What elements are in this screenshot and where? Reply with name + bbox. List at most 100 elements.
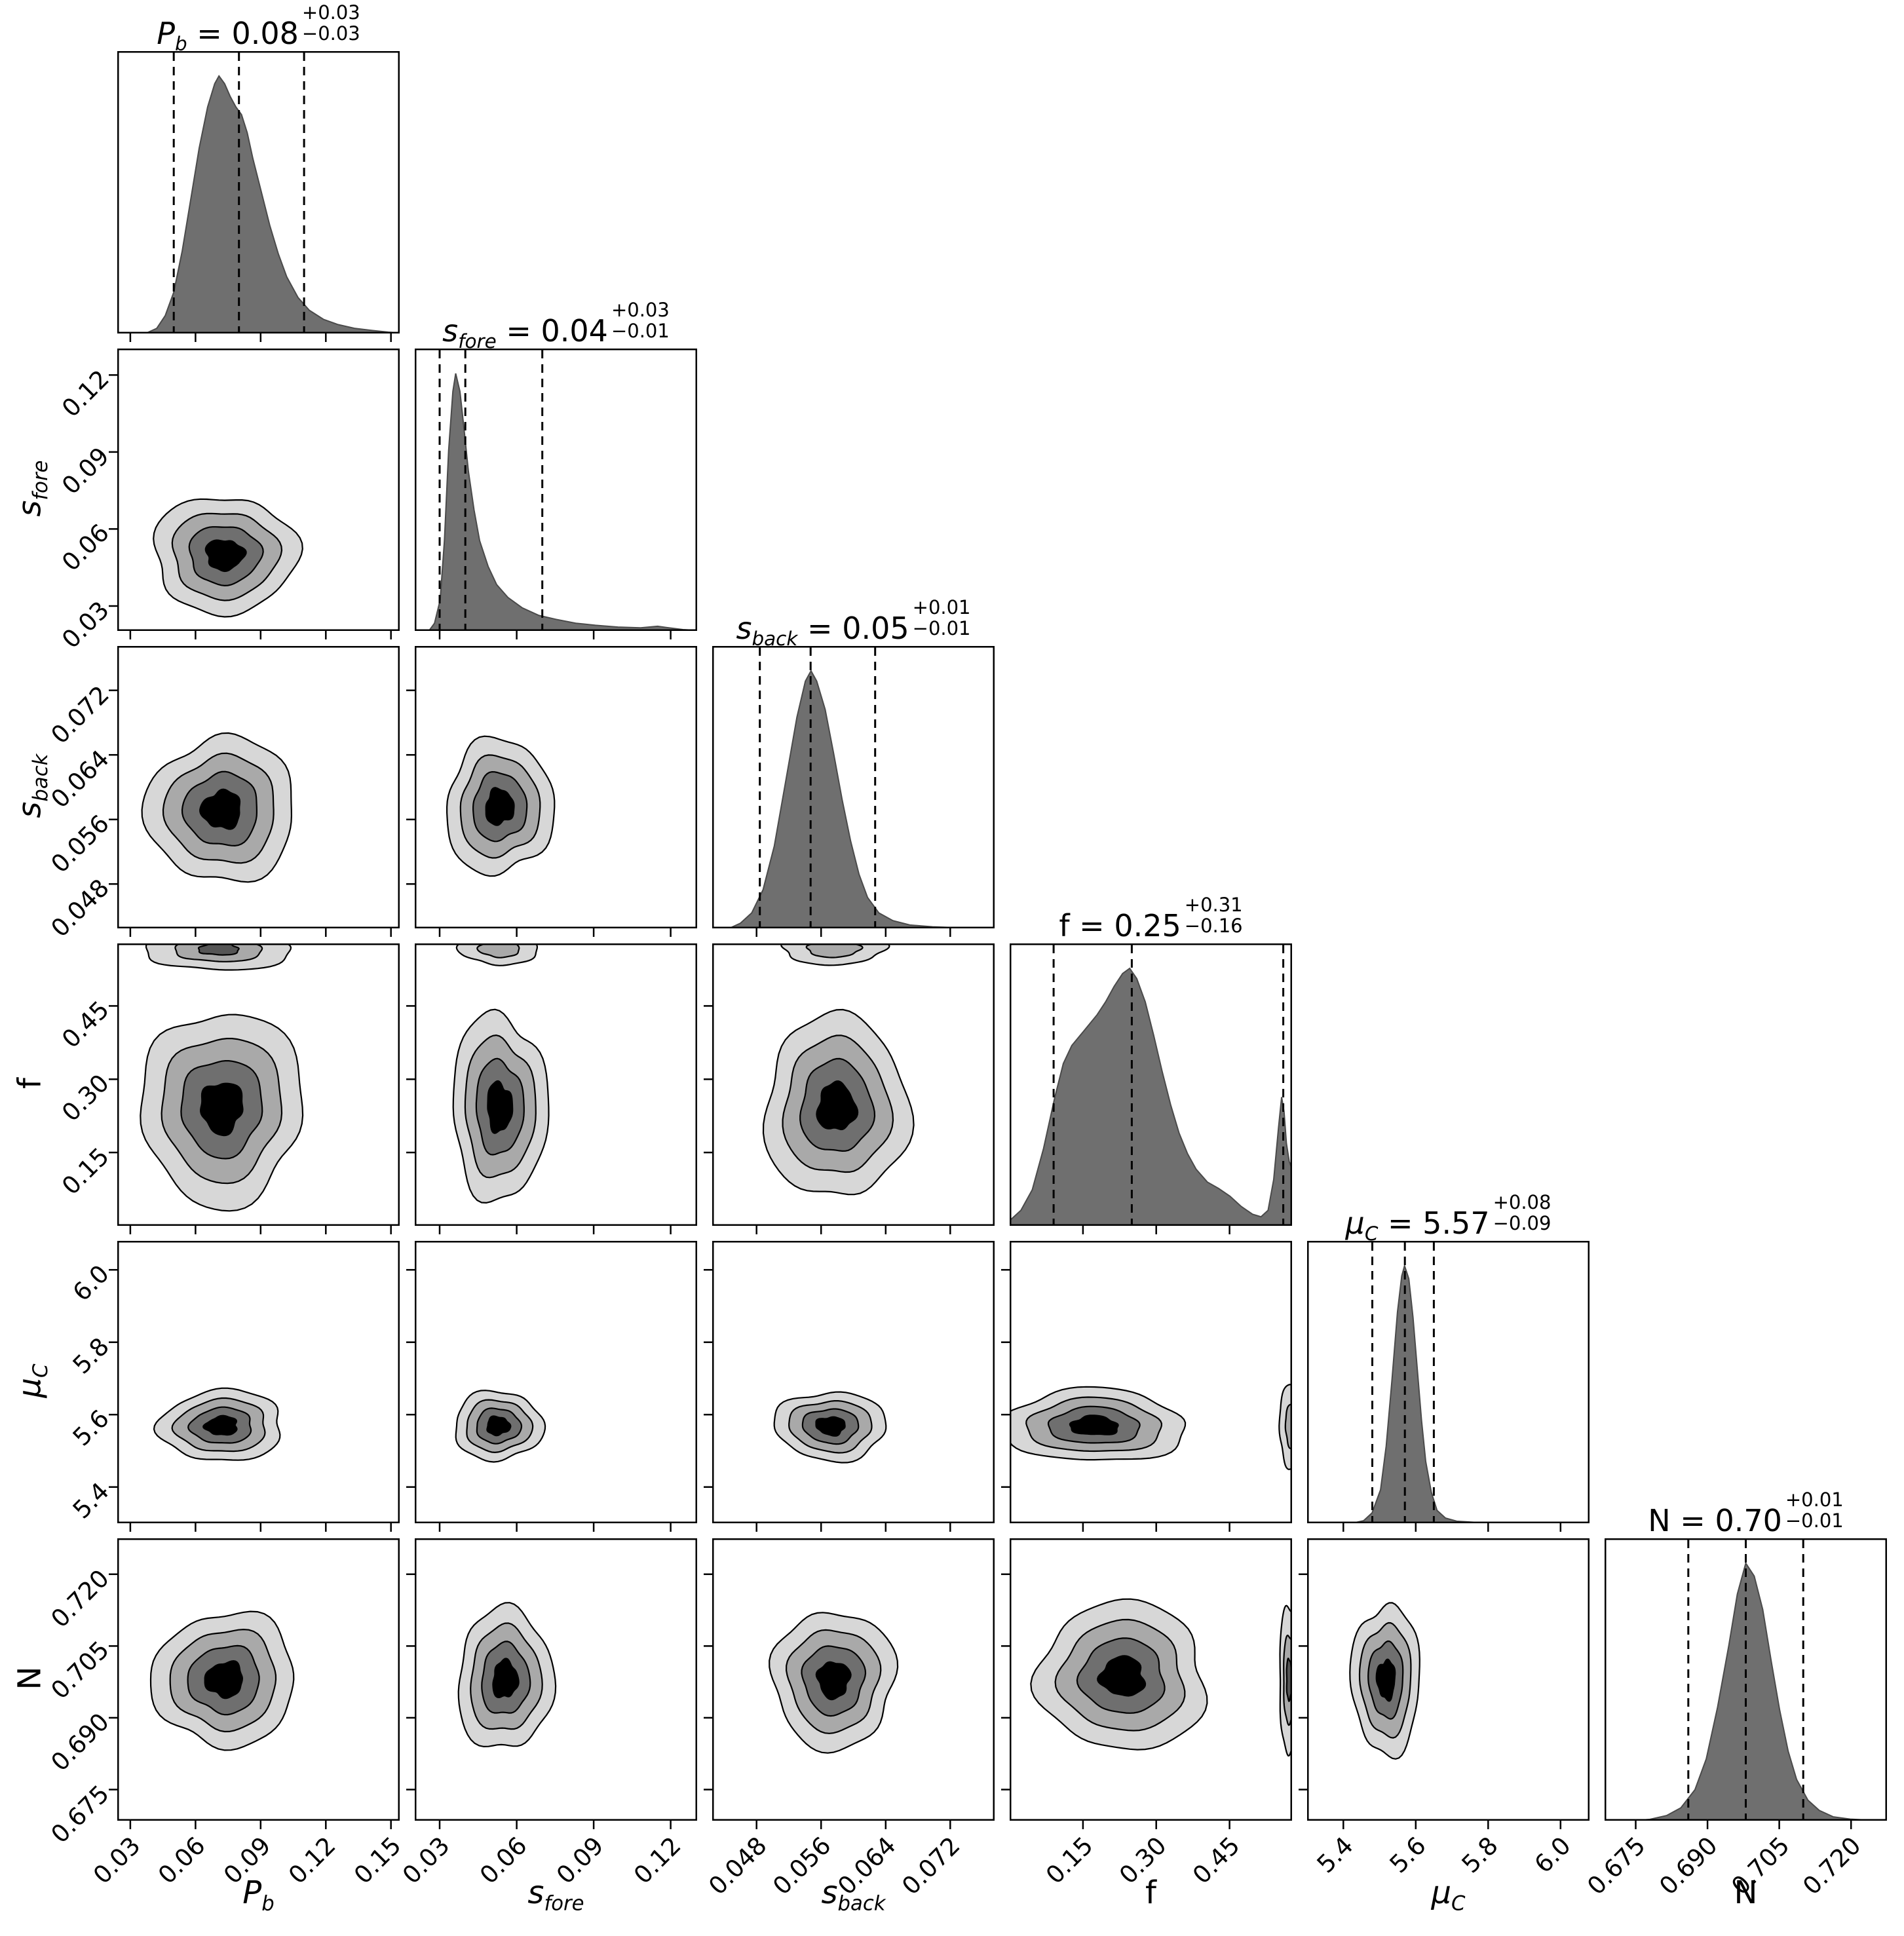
y-axis-title-N: N	[11, 1566, 48, 1789]
contour-level-4	[485, 787, 515, 826]
panel-hist-P_b	[117, 51, 400, 342]
param-symbol-N: N	[1648, 1503, 1671, 1538]
x-axis-title-f: f	[1040, 1874, 1263, 1911]
y-axis-title-s_back: sback	[11, 674, 52, 897]
panel-contour-mu_C-vs-s_fore	[406, 1241, 697, 1532]
estimate-value: 0.70	[1715, 1503, 1782, 1538]
contour-level-4	[486, 1415, 512, 1437]
estimate-title-f: f = 0.25 +0.31 −0.16	[955, 891, 1348, 945]
upper-error: +0.31	[1184, 894, 1243, 917]
x-axis-title-s_fore: sfore	[445, 1874, 668, 1916]
contour-level-4	[1375, 1658, 1396, 1702]
hist-silhouette-f	[1010, 967, 1292, 1226]
param-symbol-f: f	[1145, 1874, 1156, 1911]
contour-level-2	[1284, 1403, 1292, 1449]
upper-error: +0.01	[912, 596, 971, 619]
panel-hist-N	[1605, 1538, 1887, 1829]
panel-hist-s_fore	[415, 349, 697, 639]
panel-contour-s_back-vs-s_fore	[406, 646, 697, 937]
contour-level-4	[204, 1660, 244, 1699]
estimate-title-s_back: sback = 0.05 +0.01 −0.01	[657, 594, 1050, 651]
contour-level-4	[492, 1658, 520, 1698]
equals-sign: =	[1670, 1503, 1715, 1538]
panel-hist-s_back	[712, 646, 995, 937]
estimate-errors: +0.08 −0.09	[1493, 1192, 1552, 1234]
contour-level-4	[815, 1661, 852, 1701]
contour-level-4	[816, 1080, 859, 1131]
param-symbol-s_fore: sfore	[11, 460, 52, 517]
panel-contour-mu_C-vs-P_b	[109, 1241, 400, 1532]
contour-level-4	[1097, 1655, 1147, 1697]
panel-contour-f-vs-s_back	[704, 943, 995, 1234]
equals-sign: =	[797, 611, 843, 646]
upper-error: +0.08	[1493, 1191, 1552, 1214]
contour-level-4	[204, 539, 247, 573]
contour-level-4	[1069, 1414, 1119, 1435]
panel-hist-mu_C	[1307, 1241, 1590, 1532]
panel-contour-f-vs-s_fore	[406, 943, 697, 1234]
param-symbol-P_b: Pb	[242, 1874, 275, 1916]
param-symbol-s_fore: sfore	[527, 1874, 584, 1916]
lower-error: −0.01	[912, 617, 971, 640]
panel-contour-f-vs-P_b	[109, 943, 400, 1234]
param-symbol-P_b: Pb	[157, 16, 187, 56]
hist-silhouette-s_fore	[428, 373, 697, 631]
panel-contour-N-vs-s_back	[704, 1538, 995, 1829]
estimate-title-s_fore: sfore = 0.04 +0.03 −0.01	[360, 296, 753, 353]
estimate-errors: +0.01 −0.01	[1785, 1489, 1844, 1532]
contour-level-4	[199, 788, 241, 830]
hist-silhouette-s_back	[729, 669, 995, 928]
estimate-errors: +0.31 −0.16	[1184, 894, 1243, 938]
contour-level-2	[476, 943, 520, 959]
param-symbol-mu_C: μC	[1345, 1205, 1379, 1245]
lower-error: −0.09	[1493, 1212, 1552, 1235]
panel-contour-s_fore-vs-P_b	[109, 349, 400, 639]
estimate-value: 0.04	[541, 313, 608, 349]
estimate-errors: +0.01 −0.01	[912, 596, 971, 640]
lower-error: −0.03	[301, 22, 360, 45]
y-axis-title-s_fore: sfore	[11, 377, 52, 599]
param-symbol-s_back: sback	[821, 1874, 886, 1916]
param-symbol-s_back: sback	[736, 611, 798, 651]
estimate-errors: +0.03 −0.03	[301, 1, 360, 45]
x-axis-title-s_back: sback	[742, 1874, 965, 1916]
x-axis-title-N: N	[1635, 1874, 1857, 1911]
contour-level-1	[1278, 1384, 1292, 1470]
contour-level-4	[200, 1082, 244, 1137]
upper-error: +0.01	[1785, 1489, 1844, 1511]
equals-sign: =	[187, 16, 232, 51]
estimate-value: 0.05	[842, 611, 909, 646]
param-symbol-N: N	[11, 1666, 48, 1690]
x-axis-title-P_b: Pb	[147, 1874, 370, 1916]
contour-level-4	[202, 1414, 238, 1436]
contour-level-4	[487, 1080, 514, 1134]
estimate-title-mu_C: μC = 5.57 +0.08 −0.09	[1252, 1188, 1645, 1245]
equals-sign: =	[1378, 1205, 1423, 1241]
param-symbol-mu_C: μC	[11, 1363, 52, 1398]
upper-error: +0.03	[301, 1, 360, 24]
contour-level-2	[805, 943, 864, 959]
estimate-value: 0.08	[231, 16, 299, 51]
param-symbol-s_back: sback	[11, 753, 52, 818]
hist-silhouette-P_b	[145, 75, 400, 333]
estimate-title-N: N = 0.70 +0.01 −0.01	[1550, 1486, 1904, 1540]
param-symbol-mu_C: μC	[1431, 1874, 1466, 1916]
lower-error: −0.01	[611, 320, 670, 343]
lower-error: −0.16	[1184, 915, 1243, 938]
panel-contour-s_back-vs-P_b	[109, 646, 400, 937]
y-axis-title-mu_C: μC	[11, 1269, 52, 1492]
estimate-errors: +0.03 −0.01	[611, 299, 670, 343]
panel-contour-mu_C-vs-f	[1001, 1241, 1292, 1532]
param-symbol-s_fore: sfore	[442, 313, 497, 353]
param-symbol-f: f	[11, 1077, 48, 1089]
lower-error: −0.01	[1785, 1509, 1844, 1532]
panel-hist-f	[1010, 943, 1292, 1234]
panel-contour-mu_C-vs-s_back	[704, 1241, 995, 1532]
equals-sign: =	[496, 313, 541, 349]
hist-silhouette-mu_C	[1352, 1263, 1505, 1523]
panel-contour-N-vs-mu_C	[1299, 1538, 1590, 1829]
param-symbol-N: N	[1734, 1874, 1758, 1911]
upper-error: +0.03	[611, 299, 670, 322]
panel-contour-N-vs-s_fore	[406, 1538, 697, 1829]
estimate-value: 5.57	[1422, 1205, 1490, 1241]
